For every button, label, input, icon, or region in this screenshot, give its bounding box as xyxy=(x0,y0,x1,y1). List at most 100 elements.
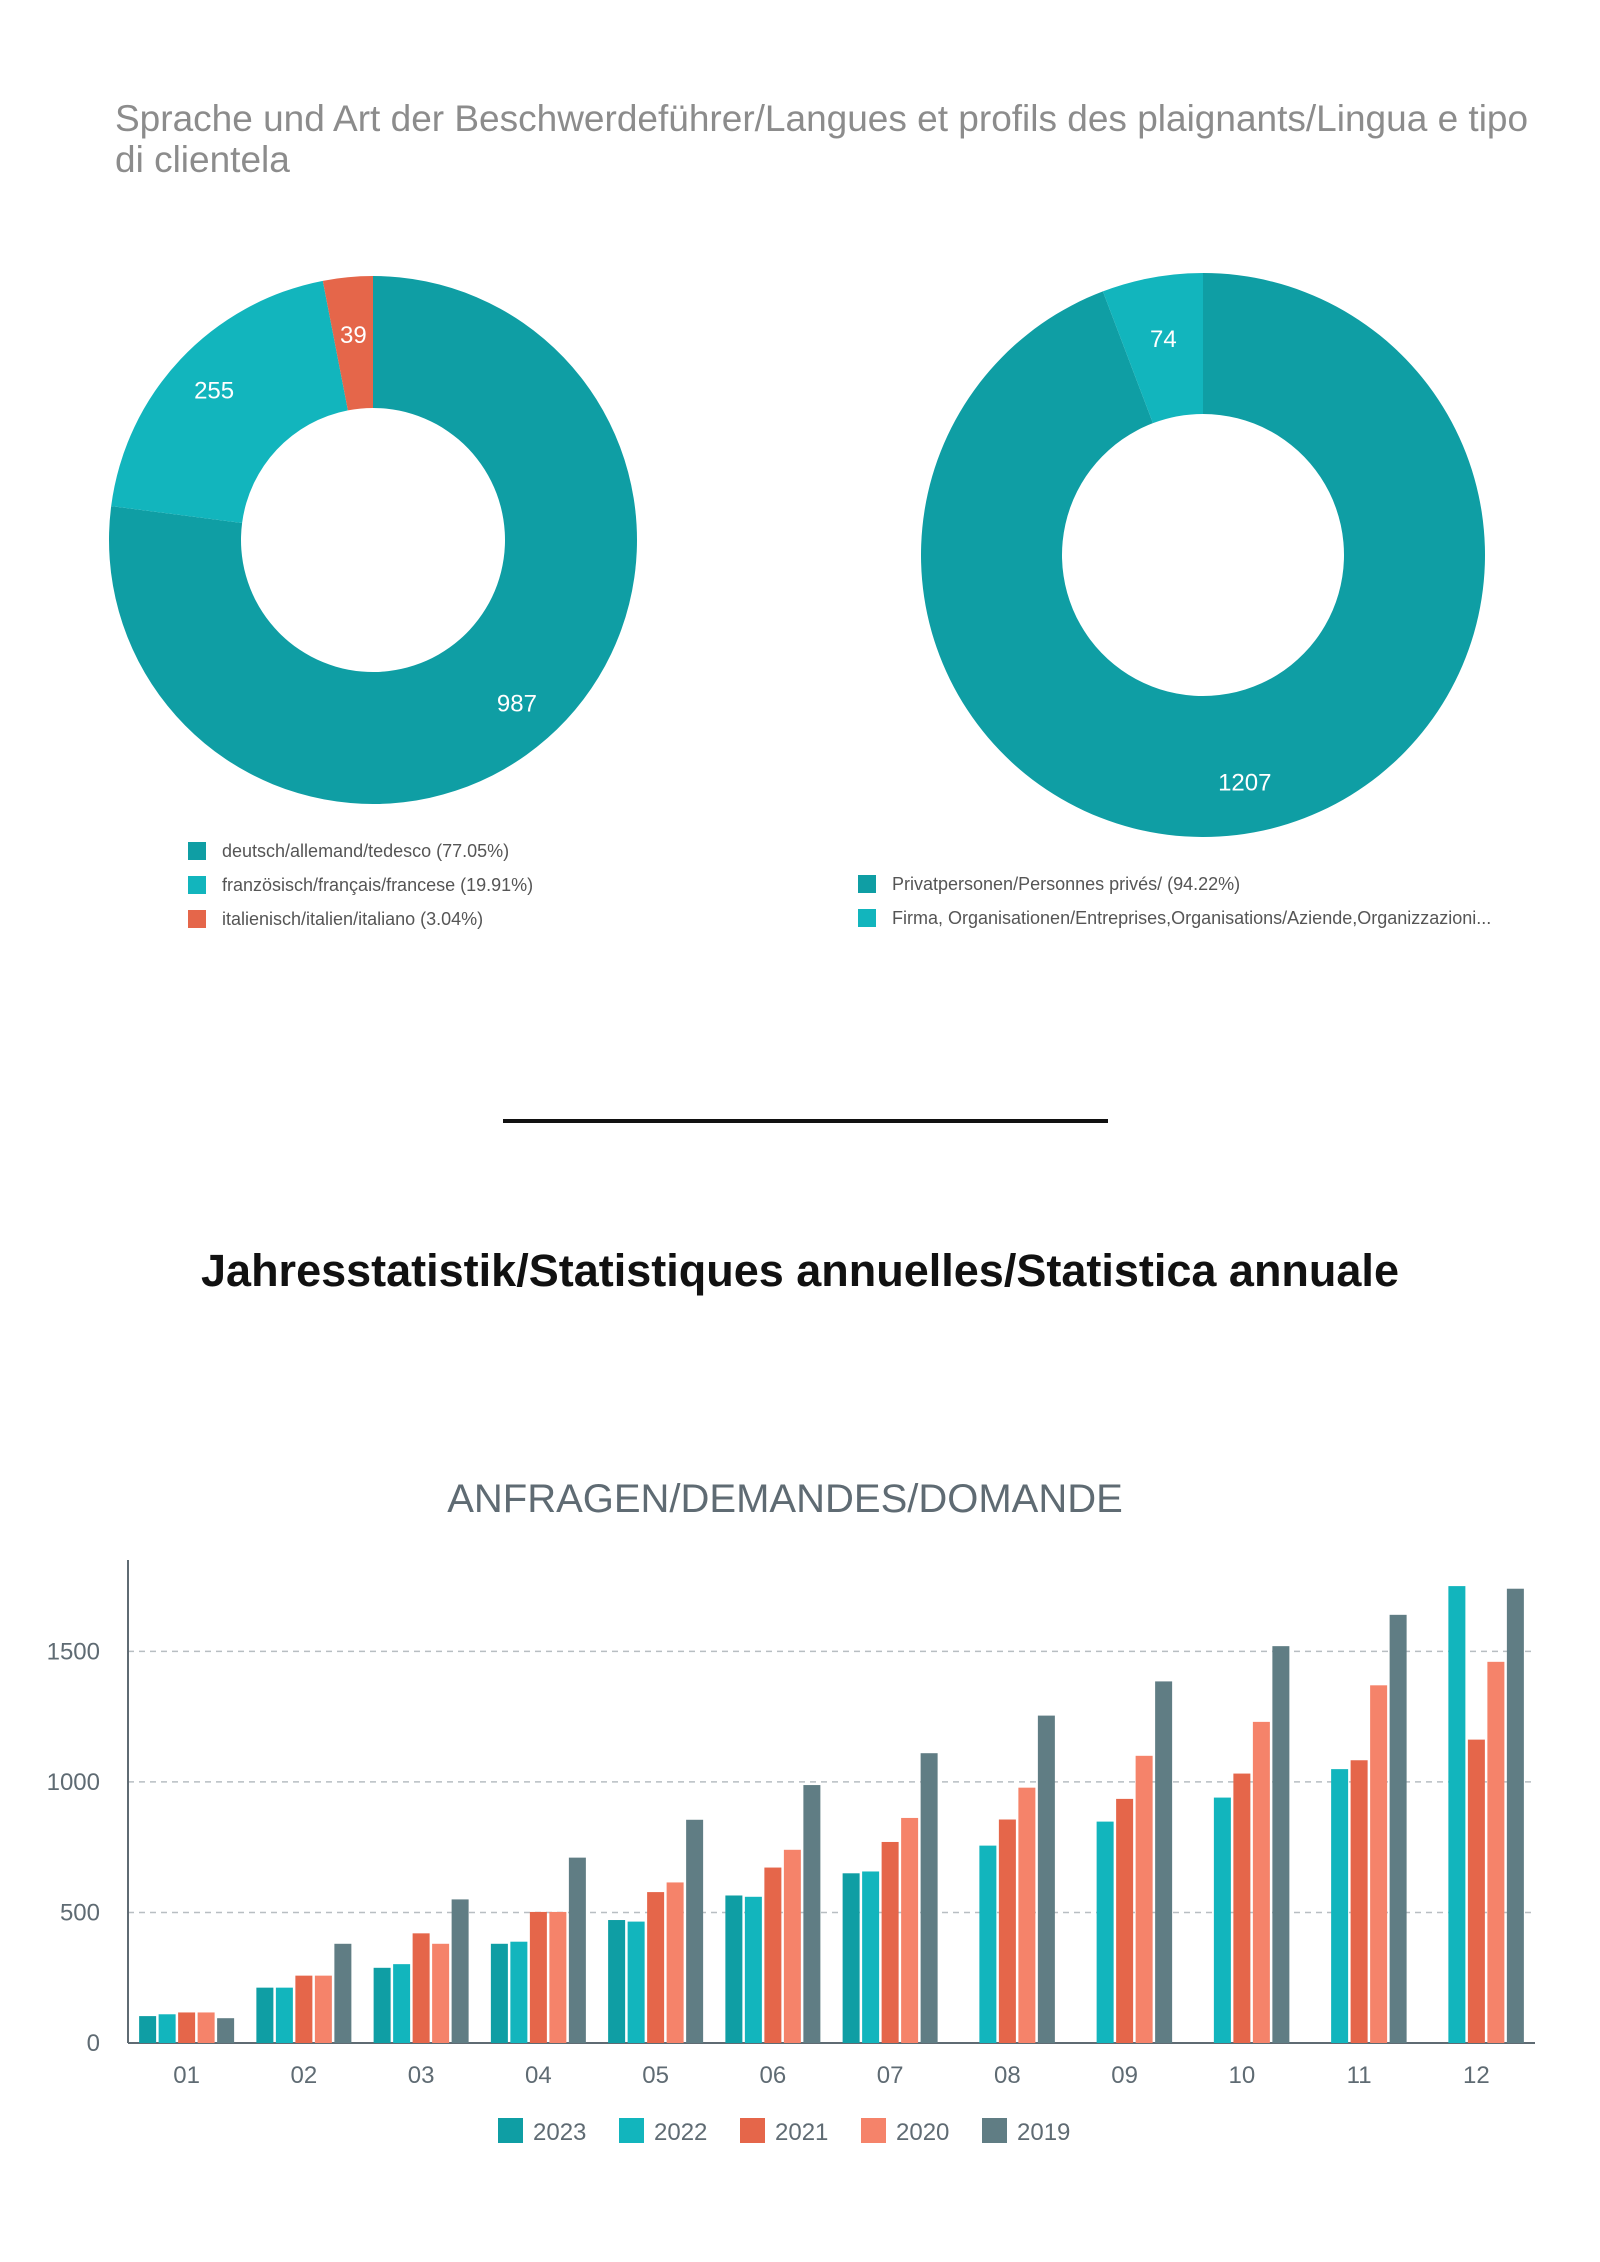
bar-2021-06 xyxy=(764,1867,782,2043)
donut1-legend-label-0: deutsch/allemand/tedesco (77.05%) xyxy=(222,841,509,861)
bar-2023-06 xyxy=(725,1895,743,2043)
bar-2021-01 xyxy=(178,2012,196,2043)
donut2-legend-swatch-1 xyxy=(858,909,876,927)
bar-2022-01 xyxy=(158,2014,176,2043)
x-tick-label-02: 02 xyxy=(291,2062,318,2089)
bar-2020-05 xyxy=(666,1882,684,2043)
bar-2019-04 xyxy=(568,1857,586,2043)
page-title: Sprache und Art der Beschwerdeführer/Lan… xyxy=(115,98,1529,180)
section-heading: Jahresstatistik/Statistiques annuelles/S… xyxy=(201,1245,1399,1296)
x-tick-label-06: 06 xyxy=(760,2062,787,2089)
donut1-slice-1 xyxy=(111,280,348,524)
donut1-legend-swatch-1 xyxy=(188,876,206,894)
bar-2022-08 xyxy=(979,1845,997,2043)
donut1-legend-swatch-2 xyxy=(188,910,206,928)
bar-chart-title: ANFRAGEN/DEMANDES/DOMANDE xyxy=(447,1477,1123,1521)
bar-2019-05 xyxy=(686,1819,704,2043)
x-tick-label-08: 08 xyxy=(994,2062,1021,2089)
bar-2021-09 xyxy=(1116,1798,1134,2043)
bar-2019-11 xyxy=(1389,1614,1407,2043)
bar-2020-12 xyxy=(1487,1661,1505,2043)
y-tick-label-2: 1000 xyxy=(47,1769,100,1796)
y-tick-label-3: 1500 xyxy=(47,1638,100,1665)
bar-2021-11 xyxy=(1350,1760,1368,2043)
x-tick-label-09: 09 xyxy=(1111,2062,1138,2089)
donut1-legend-label-2: italienisch/italien/italiano (3.04%) xyxy=(222,909,483,929)
bar-2019-08 xyxy=(1037,1715,1055,2043)
bar-2023-03 xyxy=(373,1967,391,2043)
donut1-legend-label-1: französisch/français/francese (19.91%) xyxy=(222,875,533,895)
bar-2022-07 xyxy=(862,1871,880,2043)
bar-2022-12 xyxy=(1448,1586,1466,2043)
x-tick-label-04: 04 xyxy=(525,2062,552,2089)
bar-2022-11 xyxy=(1331,1769,1349,2043)
y-tick-label-1: 500 xyxy=(60,1899,100,1926)
x-tick-label-07: 07 xyxy=(877,2062,904,2089)
donut2-value-label-0: 1207 xyxy=(1218,770,1271,797)
bar-2019-12 xyxy=(1506,1588,1524,2043)
donut1-value-label-1: 255 xyxy=(194,378,234,405)
donut2-value-label-1: 74 xyxy=(1150,326,1177,353)
bar-2023-04 xyxy=(490,1943,508,2043)
bar-legend-label-2021: 2021 xyxy=(775,2119,828,2146)
y-tick-label-0: 0 xyxy=(87,2030,100,2057)
bar-2022-05 xyxy=(627,1921,645,2043)
bar-2019-09 xyxy=(1155,1681,1173,2043)
bar-2020-04 xyxy=(549,1911,567,2043)
bar-2020-01 xyxy=(197,2012,215,2043)
bar-2023-05 xyxy=(608,1920,626,2043)
bar-2020-10 xyxy=(1252,1721,1270,2043)
x-tick-label-05: 05 xyxy=(642,2062,669,2089)
bar-2022-10 xyxy=(1213,1797,1231,2043)
bar-2020-07 xyxy=(901,1817,919,2043)
bar-legend-swatch-2019 xyxy=(982,2118,1007,2143)
bar-2019-07 xyxy=(920,1753,938,2043)
donut2-legend-label-1: Firma, Organisationen/Entreprises,Organi… xyxy=(892,908,1491,928)
bar-2021-05 xyxy=(647,1892,665,2043)
bar-2021-02 xyxy=(295,1975,313,2043)
x-tick-label-10: 10 xyxy=(1229,2062,1256,2089)
donut2-legend-swatch-0 xyxy=(858,875,876,893)
bar-2022-03 xyxy=(393,1964,411,2043)
x-tick-label-12: 12 xyxy=(1463,2062,1490,2089)
bar-legend-label-2019: 2019 xyxy=(1017,2119,1070,2146)
bar-2020-03 xyxy=(432,1943,450,2043)
bar-2022-09 xyxy=(1096,1821,1114,2043)
bar-legend-swatch-2022 xyxy=(619,2118,644,2143)
bar-2021-12 xyxy=(1467,1739,1485,2043)
bar-2021-07 xyxy=(881,1841,899,2043)
bar-legend-swatch-2021 xyxy=(740,2118,765,2143)
bar-2020-06 xyxy=(783,1849,801,2043)
bar-2020-02 xyxy=(314,1975,332,2043)
bar-2019-01 xyxy=(217,2018,235,2043)
bar-2020-08 xyxy=(1018,1787,1036,2043)
bar-2023-01 xyxy=(139,2016,157,2043)
bar-2022-02 xyxy=(275,1987,293,2043)
bar-2022-06 xyxy=(744,1896,762,2043)
bar-2021-04 xyxy=(529,1911,547,2043)
x-tick-label-01: 01 xyxy=(173,2062,200,2089)
bar-2023-07 xyxy=(842,1873,860,2043)
bar-legend-label-2020: 2020 xyxy=(896,2119,949,2146)
bar-2019-03 xyxy=(451,1899,469,2043)
bar-2022-04 xyxy=(510,1941,528,2043)
donut2-slice-1 xyxy=(1102,273,1203,424)
bar-2020-09 xyxy=(1135,1755,1153,2043)
bar-2019-06 xyxy=(803,1785,821,2043)
bar-2019-02 xyxy=(334,1943,352,2043)
donut1-legend-swatch-0 xyxy=(188,842,206,860)
donut1-value-label-2: 39 xyxy=(340,322,367,349)
donut2-legend-label-0: Privatpersonen/Personnes privés/ (94.22%… xyxy=(892,874,1240,894)
x-tick-label-11: 11 xyxy=(1347,2062,1372,2089)
donut1-slice-0 xyxy=(109,276,638,805)
x-tick-label-03: 03 xyxy=(408,2062,435,2089)
donut2-slice-0 xyxy=(921,273,1485,837)
section-divider xyxy=(503,1119,1108,1123)
bar-2021-03 xyxy=(412,1933,430,2043)
bar-legend-label-2023: 2023 xyxy=(533,2119,586,2146)
donut1-value-label-0: 987 xyxy=(497,691,537,718)
bar-2023-02 xyxy=(256,1987,274,2043)
bar-2021-08 xyxy=(998,1819,1016,2043)
